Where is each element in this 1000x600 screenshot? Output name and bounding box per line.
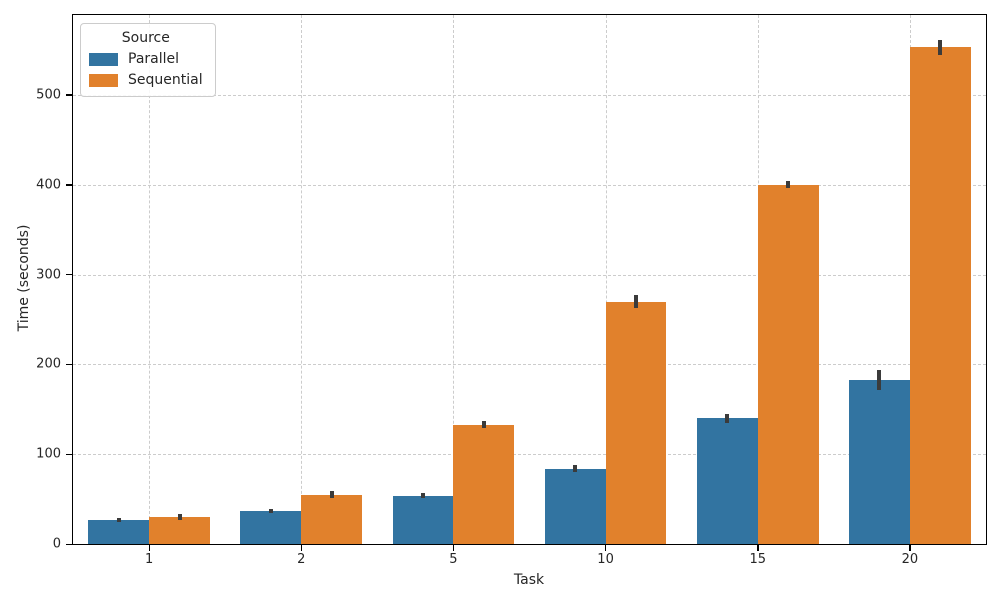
error-bar-parallel-task-2: [268, 509, 273, 513]
x-tick-2: [300, 544, 303, 551]
x-gridline-1: [149, 15, 151, 544]
error-bar-parallel-task-20: [877, 369, 882, 390]
x-tick-label-2: 2: [297, 552, 306, 567]
x-tick-label-15: 15: [749, 552, 767, 567]
legend-title: Source: [121, 30, 170, 46]
legend: Source Parallel Sequential: [80, 23, 216, 97]
plot-area: Source Parallel Sequential 0 100 200 300 400…: [36, 14, 987, 567]
bar-parallel-task-10: [544, 468, 606, 544]
bar-sequential-task-5: [453, 424, 515, 544]
error-bar-parallel-task-15: [725, 413, 730, 423]
bar-parallel-task-1: [88, 519, 150, 544]
y-gridline-300: [73, 274, 986, 276]
error-bar-sequential-task-15: [786, 181, 791, 189]
error-bar-sequential-task-1: [177, 514, 182, 520]
y-gridline-100: [73, 454, 986, 456]
bar-sequential-task-10: [605, 301, 667, 544]
y-gridline-400: [73, 184, 986, 186]
bar-parallel-task-2: [240, 510, 302, 544]
legend-label-sequential: Sequential: [128, 72, 203, 88]
y-tick-100: [66, 453, 73, 455]
y-tick-label-400: 400: [36, 177, 61, 193]
bar-parallel-task-5: [392, 495, 454, 544]
y-tick-400: [66, 184, 73, 186]
x-tick-label-1: 1: [144, 552, 154, 567]
y-tick-label-300: 300: [36, 267, 61, 283]
y-tick-500: [66, 94, 73, 96]
legend-swatch-parallel: [89, 52, 118, 66]
bar-sequential-task-1: [149, 517, 210, 544]
x-tick-20: [909, 544, 911, 551]
x-tick-label-10: 10: [597, 552, 614, 567]
y-gridline-200: [73, 364, 986, 366]
y-tick-300: [66, 274, 73, 276]
y-tick-label-100: 100: [36, 446, 61, 462]
error-bar-parallel-task-1: [116, 517, 121, 522]
x-axis-label: Task: [513, 572, 545, 588]
y-axis-label: Time (seconds): [16, 224, 32, 332]
x-gridline-2: [301, 15, 303, 544]
error-bar-parallel-task-10: [573, 464, 578, 473]
x-tick-1: [148, 544, 150, 551]
y-gridline-500: [73, 94, 986, 96]
bar-sequential-task-15: [757, 184, 819, 544]
error-bar-sequential-task-5: [481, 420, 486, 429]
error-bar-parallel-task-5: [420, 492, 425, 499]
y-tick-label-0: 0: [52, 536, 61, 552]
x-tick-5: [452, 544, 455, 551]
bar-sequential-task-2: [301, 494, 363, 544]
error-bar-sequential-task-10: [634, 295, 639, 308]
x-gridline-5: [453, 15, 455, 544]
legend-item-parallel: Parallel: [89, 51, 203, 67]
bar-parallel-task-15: [696, 418, 758, 544]
x-tick-10: [605, 544, 607, 551]
error-bar-sequential-task-20: [938, 40, 943, 55]
x-gridline-10: [605, 15, 607, 544]
x-tick-label-20: 20: [901, 552, 919, 567]
legend-item-sequential: Sequential: [89, 72, 203, 88]
bar-sequential-task-20: [909, 47, 971, 544]
y-tick-label-500: 500: [36, 87, 61, 103]
legend-swatch-sequential: [89, 73, 118, 87]
y-tick-0: [66, 543, 73, 545]
x-tick-15: [757, 544, 759, 551]
x-tick-label-5: 5: [449, 552, 458, 567]
y-tick-label-200: 200: [36, 356, 61, 372]
bar-parallel-task-20: [849, 379, 910, 544]
y-tick-200: [66, 363, 73, 366]
legend-label-parallel: Parallel: [128, 51, 180, 67]
error-bar-sequential-task-2: [329, 491, 334, 499]
